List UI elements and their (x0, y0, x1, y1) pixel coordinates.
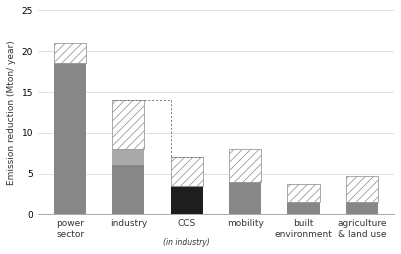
Y-axis label: Emission reduction (Mton/ year): Emission reduction (Mton/ year) (7, 40, 16, 185)
Bar (112, 149, 144, 166)
Bar (171, 186, 203, 214)
Bar (346, 202, 378, 214)
Bar (229, 149, 261, 182)
Bar (112, 100, 144, 149)
Bar (54, 43, 86, 64)
Bar (54, 64, 86, 214)
Bar (288, 184, 320, 202)
Bar (288, 202, 320, 214)
Bar (229, 182, 261, 214)
Bar (346, 176, 378, 202)
Bar (112, 166, 144, 214)
Bar (171, 157, 203, 186)
Text: (in industry): (in industry) (164, 238, 210, 247)
